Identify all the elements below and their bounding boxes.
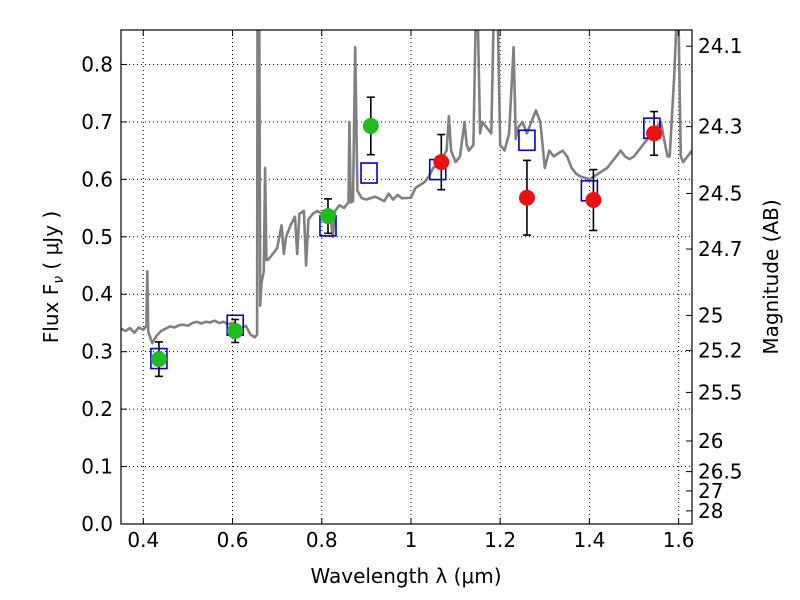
model-square — [360, 162, 378, 184]
spectrum-layer — [121, 30, 692, 345]
grid — [121, 30, 692, 525]
x-tick-label: 1.2 — [484, 528, 516, 552]
y-tick-label: 0.7 — [81, 110, 113, 134]
x-tick-label: 0.6 — [217, 528, 249, 552]
photometry-point-red — [585, 192, 602, 209]
y-tick-label: 0.6 — [81, 167, 113, 191]
y2-tick-label: 24.1 — [698, 34, 743, 58]
y2-tick-label: 25.5 — [698, 380, 743, 404]
y-tick-label: 0.5 — [81, 225, 113, 249]
x-tick-label: 1.4 — [573, 528, 605, 552]
photometry-point-green — [362, 117, 379, 134]
x-tick-label: 1.6 — [663, 528, 695, 552]
y2-axis-label: Magnitude (AB) — [759, 199, 783, 354]
photometry-point-red — [518, 189, 535, 206]
x-axis-label: Wavelength λ (μm) — [310, 564, 501, 588]
spectrum-line — [121, 30, 692, 345]
x-tick-labels: 0.4 0.6 0.8 1 1.2 1.4 1.6 — [127, 528, 694, 552]
photometry-point-green — [150, 351, 167, 368]
photometry-point-red — [646, 125, 663, 142]
y2-tick-label: 24.3 — [698, 115, 743, 139]
y-tick-labels: 0.0 0.1 0.2 0.3 0.4 0.5 0.6 0.7 0.8 — [81, 52, 113, 536]
y-axis-label-sub: ν — [51, 276, 67, 284]
x-tick-label: 0.8 — [306, 528, 338, 552]
photometry-point-green — [319, 208, 336, 225]
y-axis-label-unit: ( μJy ) — [39, 211, 63, 276]
y-tick-label: 0.3 — [81, 340, 113, 364]
y2-tick-label: 25.2 — [698, 339, 743, 363]
y-tick-label: 0.0 — [81, 512, 113, 536]
y2-tick-label: 25 — [698, 303, 723, 327]
y2-tick-label: 24.5 — [698, 181, 743, 205]
x-tick-label: 0.4 — [127, 528, 159, 552]
y-axis-label: Flux Fν ( μJy ) — [39, 211, 67, 343]
y-axis-label-main: Flux F — [39, 284, 63, 343]
model-square — [518, 129, 536, 152]
photometry-layer — [150, 117, 663, 368]
plot-frame — [120, 29, 693, 525]
y-tick-label: 0.1 — [81, 455, 113, 479]
y2-tick-label: 24.7 — [698, 237, 743, 261]
photometry-point-red — [433, 154, 450, 171]
y-tick-label: 0.8 — [81, 52, 113, 76]
y2-tick-label: 27 — [698, 479, 723, 503]
photometry-point-green — [227, 322, 244, 339]
y2-tick-label: 26 — [698, 429, 723, 453]
y2-tick-label: 26.5 — [698, 460, 743, 484]
tick-marks — [121, 30, 692, 525]
x-tick-label: 1 — [405, 528, 418, 552]
y2-tick-label: 28 — [698, 499, 723, 523]
y-tick-label: 0.4 — [81, 282, 113, 306]
y-tick-label: 0.2 — [81, 397, 113, 421]
